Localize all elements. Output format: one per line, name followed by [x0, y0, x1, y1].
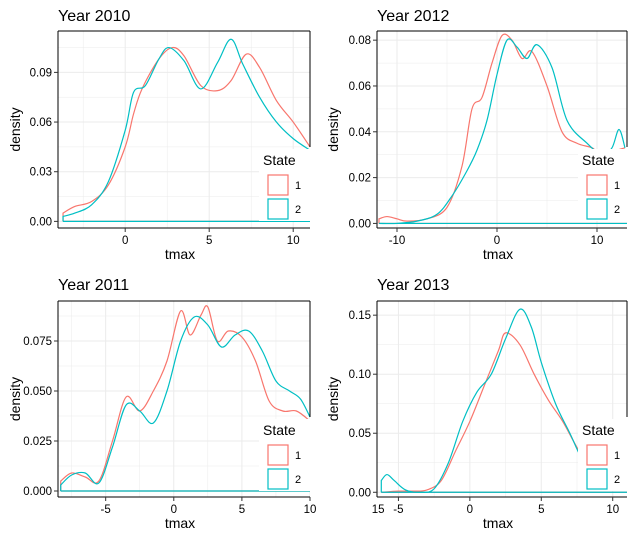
- y-tick-label: 0.15: [349, 310, 371, 322]
- x-tick-label: 0: [467, 504, 473, 516]
- x-tick-label: -10: [389, 235, 406, 247]
- x-axis-title: tmax: [483, 246, 513, 262]
- x-tick-label: 5: [239, 504, 245, 516]
- gridlines: [58, 31, 310, 228]
- x-tick-label: 10: [304, 504, 317, 516]
- panel-year-2012: -10 0 10 0.00 0.02 0.04 0.06 0.08 Year 2012 tmax d…: [325, 8, 636, 262]
- y-tick-label: 0.025: [23, 436, 52, 448]
- y-tick-label: 0.09: [30, 67, 52, 79]
- x-tick-label: 0: [122, 235, 128, 247]
- y-tick-label: 0.000: [23, 486, 52, 498]
- y-tick-label: 0.04: [349, 127, 372, 139]
- legend-label-state-1: 1: [295, 450, 301, 462]
- panel-year-2013: -5 0 5 10 150.00 0.05 0.10 0.15 Year 2013 tmax den…: [325, 277, 636, 531]
- legend-key-state-1: [586, 174, 608, 196]
- x-tick-label: 10: [287, 235, 300, 247]
- x-axis-title: tmax: [165, 246, 195, 262]
- y-tick-label: 0.075: [23, 336, 52, 348]
- legend-key-state-2: [267, 198, 289, 220]
- legend-key-state-2: [267, 468, 289, 490]
- legend-label-state-1: 1: [614, 180, 620, 192]
- density-curves: [60, 305, 310, 492]
- legend-label-state-2: 2: [614, 474, 620, 486]
- y-tick-label: 0.00: [349, 218, 371, 230]
- x-tick-label: -5: [101, 504, 111, 516]
- legend-key-state-1: [267, 444, 289, 466]
- y-tick-label: 0.03: [30, 167, 52, 179]
- x-axis-title: tmax: [483, 515, 513, 531]
- y-tick-label: 0.00: [349, 487, 371, 499]
- legend: State 1 2: [259, 419, 319, 491]
- panel-year-2010: 0 5 10 0.00 0.03 0.06 0.09 Year 2010 tmax density…: [7, 8, 319, 262]
- x-tick-label: 0: [171, 504, 177, 516]
- legend-label-state-2: 2: [614, 204, 620, 216]
- density-curves: [62, 38, 310, 222]
- legend-key-state-2: [586, 468, 608, 490]
- x-tick-label: 0: [494, 235, 500, 247]
- y-tick-label: 0.06: [349, 81, 371, 93]
- x-tick-label: 10: [606, 504, 619, 516]
- legend-label-state-1: 1: [295, 180, 301, 192]
- density-line-state-2: [60, 315, 310, 491]
- chart-title: Year 2012: [377, 8, 449, 25]
- y-tick-label: 0.050: [23, 386, 52, 398]
- density-line-state-1: [62, 46, 310, 222]
- legend-title: State: [582, 152, 615, 168]
- y-tick-label: 0.00: [30, 216, 52, 228]
- legend-label-state-1: 1: [614, 450, 620, 462]
- x-tick-label: 10: [591, 235, 604, 247]
- x-tick-label: -5: [393, 504, 403, 516]
- density-line-state-1: [60, 305, 310, 491]
- chart-title: Year 2010: [58, 8, 130, 25]
- y-tick-label: 0.02: [349, 173, 371, 185]
- legend-key-state-1: [586, 444, 608, 466]
- y-axis-title: density: [7, 107, 23, 151]
- y-tick-label: 0.10: [349, 369, 371, 381]
- legend: State 1 2: [578, 419, 636, 491]
- x-tick-label: 5: [538, 504, 544, 516]
- y-tick-label: 0.05: [349, 428, 371, 440]
- chart-title: Year 2011: [58, 277, 129, 294]
- y-axis-title: density: [325, 107, 341, 151]
- y-tick-label: 0.08: [349, 35, 371, 47]
- density-line-state-1: [378, 33, 626, 224]
- x-tick-label: 5: [206, 235, 212, 247]
- x-axis-title: tmax: [165, 515, 195, 531]
- y-tick-label: 0.06: [30, 117, 52, 129]
- x-tick-label: 15: [372, 504, 385, 516]
- legend-label-state-2: 2: [295, 204, 301, 216]
- legend-title: State: [263, 152, 296, 168]
- legend: State 1 2: [259, 149, 319, 221]
- legend-key-state-2: [586, 198, 608, 220]
- panel-year-2011: -5 0 5 10 15 0.000 0.025 0.050 0.075 Year 2011 tma…: [7, 277, 385, 531]
- density-line-state-2: [62, 38, 310, 222]
- legend-key-state-1: [267, 174, 289, 196]
- legend-title: State: [263, 422, 296, 438]
- y-axis-title: density: [7, 377, 23, 421]
- legend-title: State: [582, 422, 615, 438]
- legend: State 1 2: [578, 149, 636, 221]
- legend-label-state-2: 2: [295, 474, 301, 486]
- y-axis-title: density: [325, 377, 341, 421]
- chart-title: Year 2013: [377, 277, 449, 294]
